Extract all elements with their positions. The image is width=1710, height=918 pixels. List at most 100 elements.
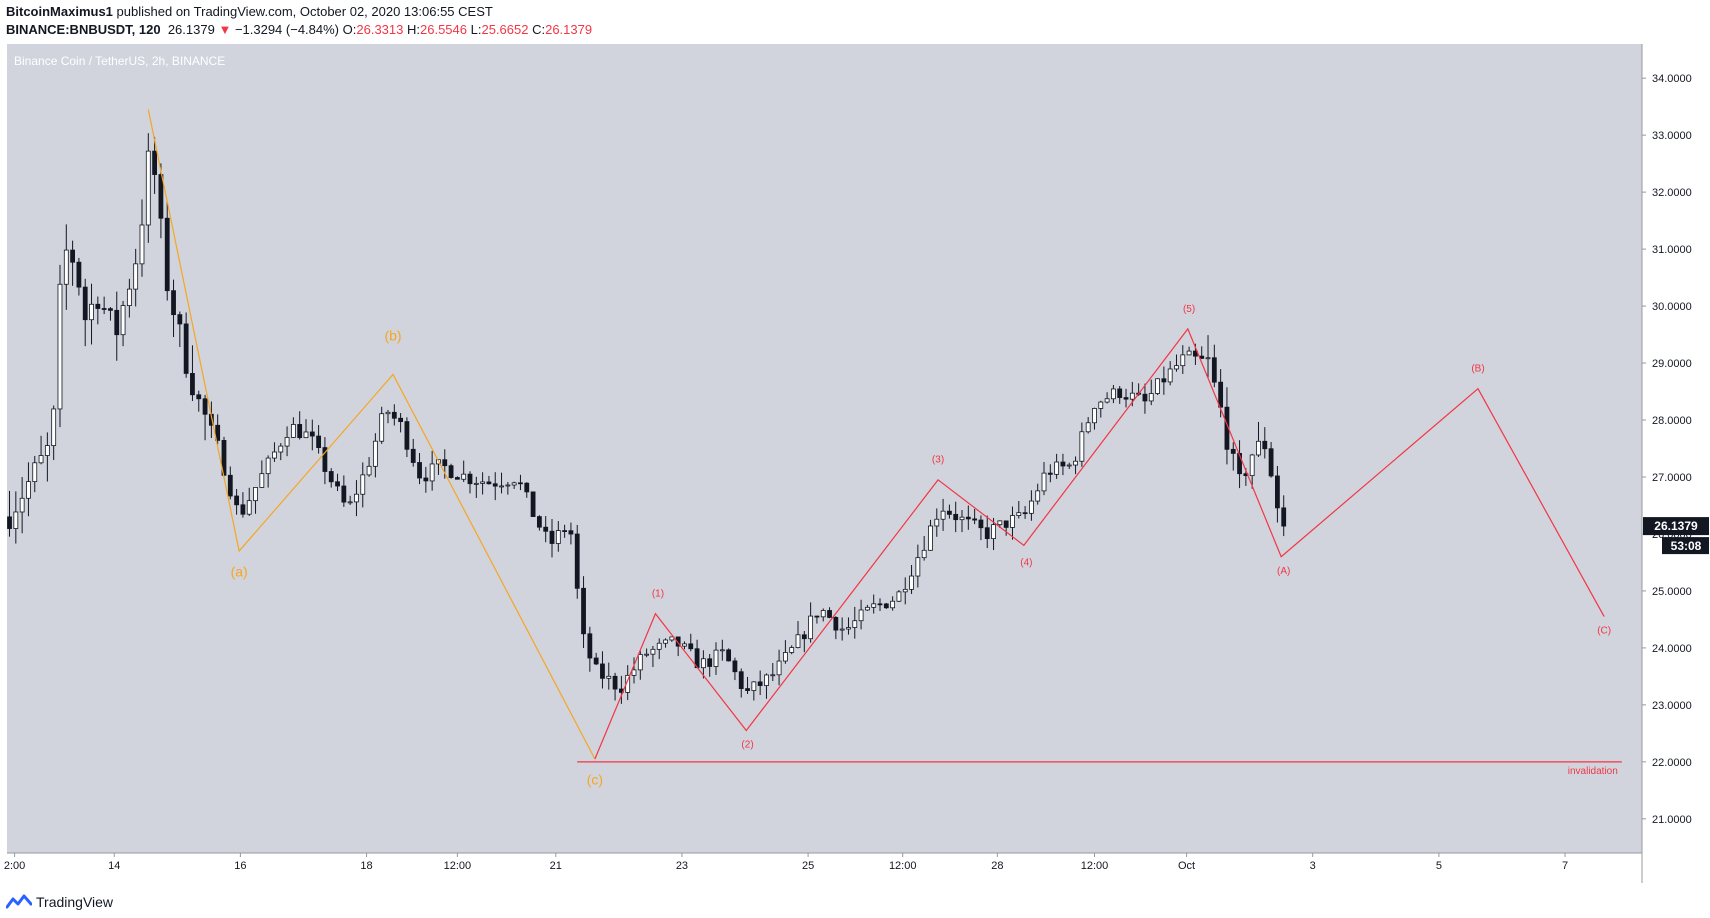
candle-body xyxy=(1148,393,1154,402)
candle-body xyxy=(928,525,933,551)
candle-body xyxy=(265,457,271,475)
x-tick-label: 2:00 xyxy=(4,860,25,872)
footer-brand[interactable]: TradingView xyxy=(6,894,113,910)
candle-body xyxy=(644,653,650,656)
candle-body xyxy=(347,501,353,504)
orange-wave-label: (a) xyxy=(231,564,248,580)
candle-body xyxy=(316,435,322,448)
candle-body xyxy=(890,600,896,609)
candle-body xyxy=(839,628,845,631)
x-tick-label: 21 xyxy=(550,860,562,872)
candle-body xyxy=(13,511,19,529)
candle-body xyxy=(1281,507,1287,527)
time-axis[interactable] xyxy=(7,853,1642,883)
candle-body xyxy=(32,462,38,483)
orange-wave-line xyxy=(147,109,596,760)
candle-body xyxy=(240,504,246,515)
candle-body xyxy=(1249,454,1255,477)
change-value: −1.3294 (−4.84%) xyxy=(234,22,340,37)
candle-body xyxy=(827,610,832,618)
candle-body xyxy=(38,455,44,464)
x-tick-label: 18 xyxy=(360,860,372,872)
y-tick-label: 24.0000 xyxy=(1652,643,1692,655)
candle-body xyxy=(1022,512,1028,515)
candle-body xyxy=(379,413,385,442)
candle-body xyxy=(1035,490,1041,502)
candle-body xyxy=(202,398,208,415)
candle-body xyxy=(871,603,877,608)
candle-body xyxy=(215,424,221,441)
candle-body xyxy=(454,477,460,480)
published-text: published on TradingView.com, October 02… xyxy=(116,4,493,19)
candle-body xyxy=(511,482,517,486)
candle-body xyxy=(423,477,429,482)
candle-body xyxy=(19,497,25,513)
candle-body xyxy=(1230,448,1236,454)
candle-body xyxy=(152,150,158,175)
y-tick-label: 29.0000 xyxy=(1652,358,1692,370)
x-tick-label: 3 xyxy=(1310,860,1316,872)
candle-body xyxy=(921,549,927,559)
candle-body xyxy=(429,463,435,482)
candle-body xyxy=(764,674,769,686)
candle-body xyxy=(864,606,870,611)
candle-body xyxy=(757,681,763,686)
candle-body xyxy=(738,671,744,689)
candle-body xyxy=(846,627,851,630)
candle-body xyxy=(398,417,404,423)
x-tick-label: 5 xyxy=(1436,860,1442,872)
brand-name: TradingView xyxy=(36,894,114,910)
candle-body xyxy=(1155,378,1160,394)
author-name[interactable]: BitcoinMaximus1 xyxy=(6,4,113,19)
candle-body xyxy=(227,474,233,497)
candle-body xyxy=(568,530,574,535)
candle-body xyxy=(89,303,94,321)
candle-body xyxy=(650,648,656,655)
candle-body xyxy=(366,465,372,476)
candle-body xyxy=(309,431,315,437)
candle-body xyxy=(360,474,366,495)
candle-body xyxy=(177,314,183,325)
candle-body xyxy=(1211,357,1217,383)
candle-body xyxy=(574,533,580,589)
plot-area[interactable] xyxy=(7,44,1642,853)
candle-body xyxy=(391,411,397,419)
x-tick-label: 7 xyxy=(1562,860,1568,872)
y-tick-label: 27.0000 xyxy=(1652,472,1692,484)
candle-body xyxy=(978,519,984,529)
red-wave-label: (4) xyxy=(1020,557,1032,568)
candle-body xyxy=(877,603,883,606)
candle-body xyxy=(183,323,189,374)
candle-body xyxy=(492,483,498,487)
candle-body xyxy=(44,445,50,456)
candle-body xyxy=(719,649,725,652)
candle-body xyxy=(707,658,713,667)
change-down-icon: ▼ xyxy=(218,22,232,37)
candle-body xyxy=(700,658,706,669)
last-value: 26.1379 xyxy=(167,22,215,37)
candle-body xyxy=(972,518,978,521)
candle-body xyxy=(1066,464,1072,467)
candle-body xyxy=(95,303,101,309)
currency-label: USDT xyxy=(1661,53,1691,65)
candle-body xyxy=(1256,440,1261,456)
candle-body xyxy=(290,424,296,438)
candle-body xyxy=(372,440,378,467)
candle-body xyxy=(1060,461,1066,467)
candle-body xyxy=(946,510,952,515)
candle-body xyxy=(1167,368,1173,383)
candle-body xyxy=(278,445,284,453)
candle-body xyxy=(486,481,492,485)
candle-body xyxy=(1117,388,1123,398)
candle-body xyxy=(133,263,139,290)
orange-wave-label: (c) xyxy=(587,772,603,788)
candle-body xyxy=(789,647,795,653)
last-price-tag: 26.1379 53:08 xyxy=(1643,517,1709,555)
candle-body xyxy=(518,482,523,485)
candle-body xyxy=(51,408,57,446)
candle-body xyxy=(562,530,568,532)
price-axis[interactable] xyxy=(1642,44,1710,853)
candle-body xyxy=(1268,448,1274,477)
candle-body xyxy=(631,669,637,676)
